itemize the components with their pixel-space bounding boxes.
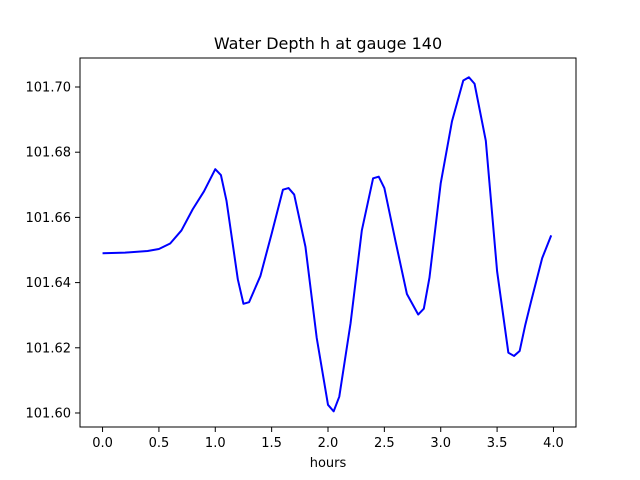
- x-tick-label: 1.0: [205, 436, 226, 451]
- plot-area: 0.0 0.5 1.0 1.5 2.0 2.5 3.0 3.5 4.0 101.60 101.62 1…: [26, 57, 577, 451]
- x-tick-label: 3.0: [430, 436, 451, 451]
- x-tick-label: 0.5: [149, 436, 170, 451]
- y-tick-label: 101.66: [26, 211, 72, 226]
- x-tick-label: 0.0: [92, 436, 113, 451]
- y-tick-label: 101.68: [26, 146, 72, 161]
- y-tick-label: 101.60: [26, 406, 72, 421]
- x-tick-label: 4.0: [543, 436, 564, 451]
- x-tick-label: 2.5: [374, 436, 395, 451]
- x-tick-label: 3.5: [487, 436, 508, 451]
- series-line: [102, 76, 553, 413]
- x-axis-label: hours: [310, 456, 347, 471]
- y-tick-label: 101.62: [26, 341, 72, 356]
- y-tick-label: 101.64: [26, 276, 72, 291]
- y-tick-label: 101.70: [26, 81, 72, 96]
- x-tick-label: 1.5: [261, 436, 282, 451]
- chart-title: Water Depth h at gauge 140: [214, 34, 442, 53]
- x-tick-label: 2.0: [318, 436, 339, 451]
